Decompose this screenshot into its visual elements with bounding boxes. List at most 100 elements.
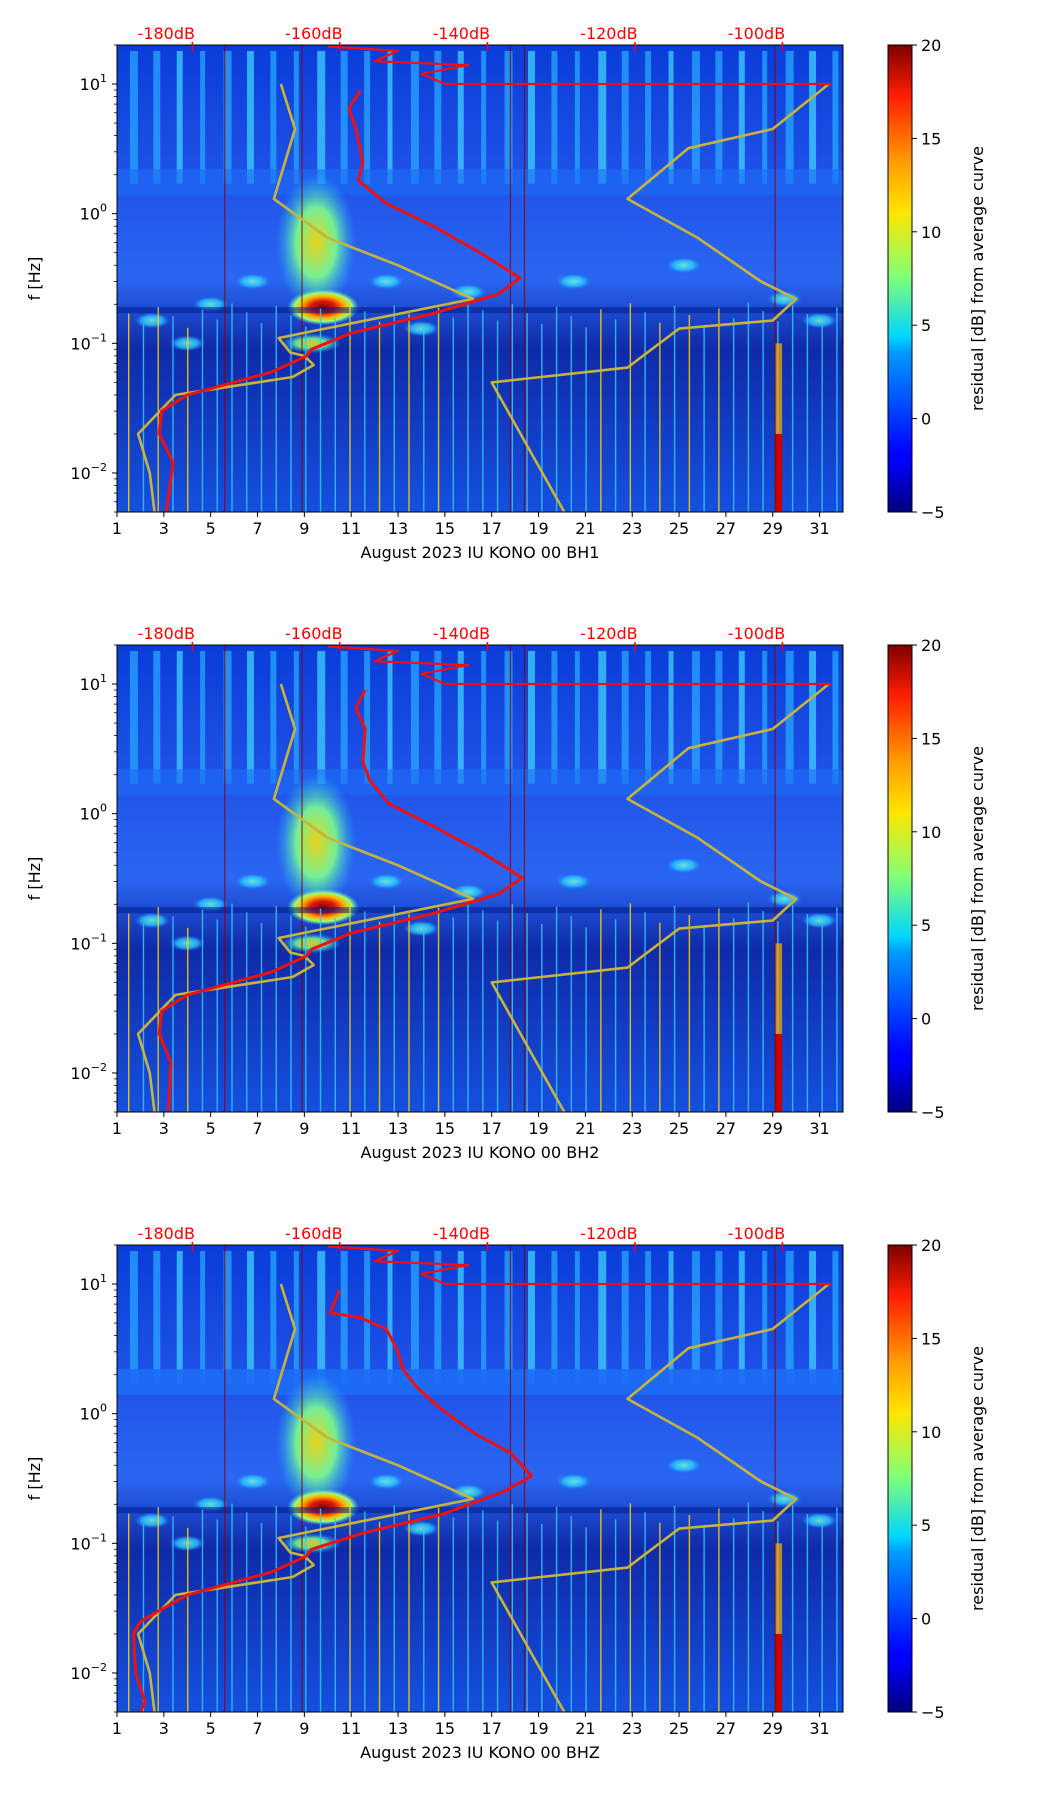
curve-noise-model-upper <box>490 1282 830 1712</box>
daily-stripe <box>598 1250 607 1384</box>
daily-stripe <box>551 50 558 184</box>
x-tick-label: 29 <box>763 1719 783 1738</box>
x-tick-label: 5 <box>206 1719 216 1738</box>
daily-stripe <box>528 50 536 184</box>
x-tick-label: 27 <box>716 519 736 538</box>
y-tick-label: 10−1 <box>70 1531 107 1553</box>
db-scale-label: -180dB <box>138 1224 195 1243</box>
x-tick-label: 29 <box>763 1119 783 1138</box>
y-tick-exponent: −1 <box>91 331 107 344</box>
microseism-blob <box>134 1512 171 1529</box>
curve-noise-model-upper <box>490 682 830 1112</box>
x-tick-label: 15 <box>435 519 455 538</box>
curve-noise-model-bounds <box>136 683 475 1112</box>
colorbar-tick-label: 5 <box>921 316 931 335</box>
daily-stripe <box>809 650 817 784</box>
y-tick-base: 10 <box>80 805 100 824</box>
daily-stripe <box>410 1250 419 1384</box>
y-axis-label: f [Hz] <box>25 857 44 901</box>
daily-stripe <box>387 50 393 184</box>
colorbar-gradient <box>887 44 913 513</box>
storm-plume <box>276 172 357 313</box>
daily-stripe <box>645 650 652 784</box>
db-scale-label: -140dB <box>433 24 490 43</box>
y-axis-label: f [Hz] <box>25 1457 44 1501</box>
daily-stripe <box>270 1250 277 1384</box>
daily-stripe <box>364 50 371 184</box>
colorbar-tick-label: 0 <box>921 1010 931 1029</box>
event-column <box>775 433 783 512</box>
band-1hz <box>117 1369 843 1395</box>
x-tick-label: 7 <box>252 1719 262 1738</box>
x-tick-label: 9 <box>299 1119 309 1138</box>
colorbar-tick-label: 15 <box>921 1329 941 1348</box>
daily-stripe <box>387 650 393 784</box>
curve-psd-median <box>131 1289 533 1712</box>
event-column-upper <box>775 943 783 1034</box>
y-tick-exponent: −2 <box>91 1061 107 1074</box>
daily-stripe <box>574 1250 580 1384</box>
daily-stripe <box>621 50 629 184</box>
daily-stripe <box>176 50 183 184</box>
colorbar-tick-label: 5 <box>921 916 931 935</box>
event-column <box>775 1033 783 1112</box>
daily-stripe <box>645 1250 652 1384</box>
daily-stripe <box>200 1250 206 1384</box>
daily-stripe <box>691 1250 700 1384</box>
db-scale-label: -180dB <box>138 24 195 43</box>
y-tick-label: 10−2 <box>70 461 107 483</box>
daily-stripe <box>809 50 817 184</box>
y-tick-exponent: −2 <box>91 1661 107 1674</box>
y-tick-label: 100 <box>80 1402 107 1424</box>
colorbar: 20 15 10 5 0 −5 residual [dB] from average cur… <box>887 36 987 522</box>
storm-plume <box>276 772 357 913</box>
daily-stripe <box>317 50 326 184</box>
daily-stripe <box>481 50 487 184</box>
x-tick-label: 1 <box>112 1119 122 1138</box>
colorbar-tick-label: −5 <box>921 503 945 522</box>
x-tick-label: 19 <box>528 1119 548 1138</box>
daily-stripe <box>598 50 607 184</box>
x-tick-label: 1 <box>112 1719 122 1738</box>
x-tick-label: 23 <box>622 1719 642 1738</box>
daily-stripe <box>481 650 487 784</box>
curve-noise-model-bounds <box>136 83 475 512</box>
low-band <box>117 907 843 914</box>
storm-secondary <box>281 1533 342 1554</box>
daily-stripe <box>598 650 607 784</box>
x-tick-label: 5 <box>206 519 216 538</box>
daily-stripe <box>762 1250 768 1384</box>
daily-stripe <box>246 1250 254 1384</box>
daily-stripe <box>574 650 580 784</box>
daily-stripe <box>457 650 464 784</box>
y-tick-exponent: −1 <box>91 931 107 944</box>
x-tick-label: 7 <box>252 519 262 538</box>
daily-stripe <box>481 1250 487 1384</box>
daily-stripe <box>270 50 277 184</box>
x-tick-label: 21 <box>575 1719 595 1738</box>
y-tick-base: 10 <box>70 334 90 353</box>
x-tick-label: 5 <box>206 1119 216 1138</box>
microseism-blob <box>134 912 171 929</box>
microseism-blob <box>134 312 171 329</box>
microseism-blob <box>368 873 405 890</box>
daily-stripe <box>738 50 745 184</box>
daily-stripe <box>715 1250 723 1384</box>
y-tick-exponent: 1 <box>100 72 107 85</box>
colorbar-tick-label: 20 <box>921 36 941 55</box>
y-tick-base: 10 <box>70 1534 90 1553</box>
x-tick-label: 31 <box>809 519 829 538</box>
daily-stripe <box>504 1250 513 1384</box>
microseism-blob <box>665 1457 702 1474</box>
colorbar-label: residual [dB] from average curve <box>968 1346 987 1611</box>
microseism-blob <box>403 320 440 337</box>
daily-stripe <box>293 1250 299 1384</box>
storm-secondary <box>281 333 342 354</box>
daily-stripe <box>129 650 138 784</box>
daily-stripe <box>668 650 674 784</box>
y-tick-label: 10−2 <box>70 1061 107 1083</box>
colorbar-tick-label: 0 <box>921 410 931 429</box>
colorbar-tick-label: 5 <box>921 1516 931 1535</box>
band-1hz <box>117 769 843 795</box>
